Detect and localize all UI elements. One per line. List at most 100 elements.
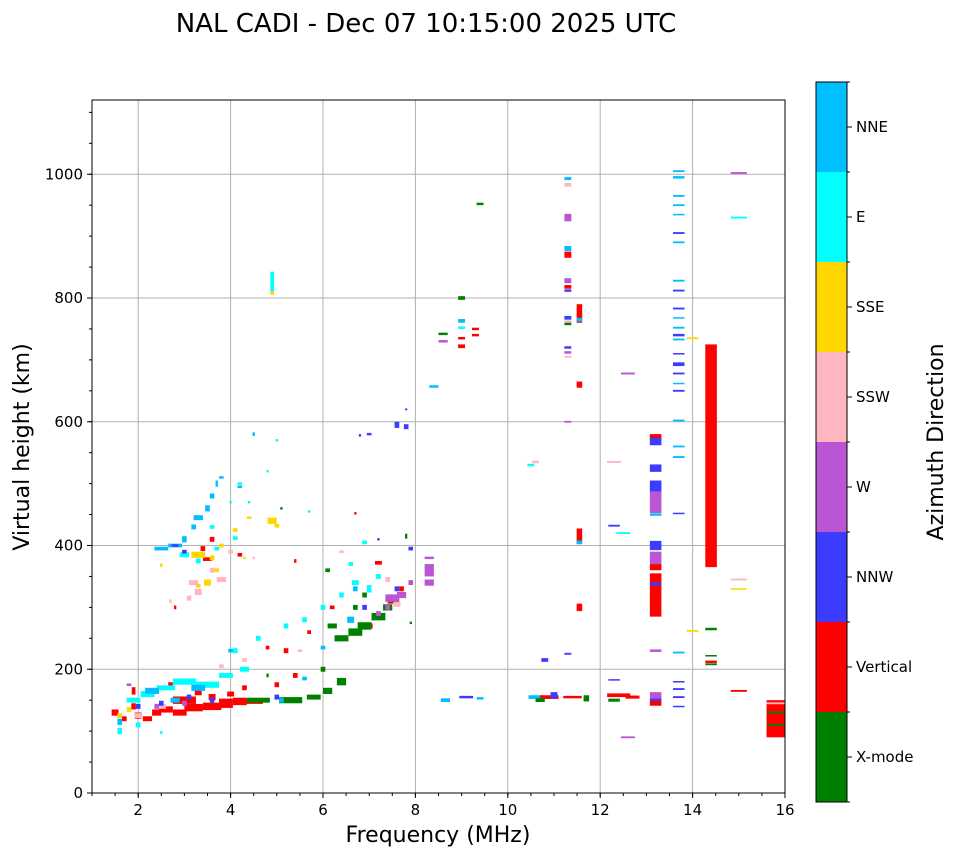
data-mark-nne: [672, 338, 685, 341]
data-mark-e: [229, 500, 232, 504]
colorbar-label: Azimuth Direction: [924, 343, 949, 540]
data-mark-nne: [672, 317, 685, 319]
data-mark-ssw: [219, 664, 224, 669]
data-mark-vertical: [307, 630, 311, 634]
x-tick-label: 16: [775, 801, 794, 819]
data-mark-vertical: [227, 691, 235, 697]
data-mark-nne: [440, 698, 451, 703]
data-mark-nne: [219, 476, 224, 479]
x-tick-label: 8: [411, 801, 421, 819]
data-mark-nne: [672, 241, 685, 244]
data-mark-nnw: [182, 549, 187, 554]
data-mark-x-mode: [327, 623, 337, 629]
y-tick-label: 600: [54, 413, 83, 431]
data-mark-e: [135, 722, 141, 728]
data-mark-e: [195, 558, 201, 564]
data-mark-x-mode: [608, 698, 620, 702]
colorbar-segment-sse: [816, 262, 847, 352]
data-mark-e: [339, 592, 344, 598]
data-mark-nnw: [649, 480, 662, 493]
data-mark-w: [649, 491, 662, 514]
data-mark-nnw: [672, 289, 685, 292]
data-mark-vertical: [354, 512, 357, 515]
data-mark-e: [126, 697, 141, 703]
data-mark-vertical: [649, 700, 662, 706]
data-mark-ssw: [393, 601, 401, 607]
data-mark-vertical: [208, 694, 216, 701]
colorbar: X-mode Vertical NNW W SSW SSE E NNE: [815, 81, 913, 803]
data-mark-nnw: [541, 658, 549, 662]
data-mark-vertical: [576, 528, 583, 544]
data-mark-nne: [353, 586, 358, 592]
data-mark-nne: [672, 326, 685, 329]
data-mark-ssw: [169, 599, 172, 604]
data-mark-nnw: [672, 353, 685, 355]
data-mark-e: [302, 617, 307, 623]
data-mark-sse: [730, 588, 747, 590]
data-mark-vertical: [705, 660, 717, 664]
colorbar-tick-label: SSE: [856, 298, 885, 316]
data-mark-x-mode: [705, 655, 717, 657]
data-mark-w: [182, 700, 187, 706]
data-mark-nne: [209, 493, 215, 499]
data-mark-vertical: [158, 706, 173, 713]
data-mark-w: [564, 213, 572, 222]
x-tick-label: 12: [591, 801, 610, 819]
colorbar-tick-label: E: [856, 208, 865, 226]
data-mark-sse: [204, 579, 211, 586]
colorbar-tick-label: W: [856, 478, 871, 496]
data-mark-ssw: [766, 702, 785, 705]
data-mark-nne: [672, 279, 685, 282]
data-mark-x-mode: [348, 628, 363, 636]
data-mark-x-mode: [266, 673, 269, 678]
data-mark-w: [649, 551, 662, 565]
data-mark-x-mode: [476, 202, 484, 206]
data-mark-e: [209, 525, 215, 529]
data-mark-sse: [246, 516, 252, 519]
data-mark-e: [239, 666, 250, 672]
data-mark-e: [214, 546, 220, 551]
data-mark-nne: [672, 445, 685, 448]
data-mark-nne: [576, 317, 583, 322]
data-mark-w: [564, 420, 572, 423]
data-mark-vertical: [274, 682, 280, 688]
y-axis-ticks: 0 200 400 600 800 1000: [45, 111, 92, 802]
data-mark-vertical: [219, 698, 233, 708]
data-mark-vertical: [458, 344, 466, 349]
data-mark-x-mode: [280, 507, 283, 510]
data-mark-sse: [209, 555, 215, 561]
data-mark-nnw: [672, 232, 685, 234]
data-mark-nnw: [672, 372, 685, 375]
data-mark-nne: [672, 651, 685, 654]
data-mark-vertical: [625, 695, 640, 699]
data-mark-vertical: [730, 689, 747, 692]
data-mark-e: [283, 623, 289, 629]
data-mark-vertical: [564, 285, 572, 289]
data-mark-vertical: [265, 645, 270, 650]
data-mark-x-mode: [371, 612, 386, 621]
data-mark-vertical: [142, 716, 153, 722]
y-tick-label: 200: [54, 660, 83, 678]
data-mark-x-mode: [336, 677, 347, 686]
y-tick-label: 400: [54, 537, 83, 555]
data-mark-w: [126, 683, 132, 686]
data-mark-nnw: [377, 538, 380, 541]
colorbar-segment-x-mode: [816, 712, 847, 802]
data-mark-nnw: [366, 432, 372, 436]
data-mark-sse: [195, 583, 201, 588]
data-mark-vertical: [237, 552, 243, 557]
data-mark-vertical: [471, 327, 479, 331]
data-mark-x-mode: [323, 687, 333, 694]
colorbar-segment-e: [816, 172, 847, 262]
data-mark-vertical: [540, 695, 559, 699]
colorbar-tick-label: SSW: [856, 388, 890, 406]
data-mark-nnw: [274, 694, 280, 700]
data-mark-sse: [232, 528, 238, 532]
data-mark-nne: [347, 616, 355, 623]
data-mark-nnw: [564, 315, 572, 320]
chart-title: NAL CADI - Dec 07 10:15:00 2025 UTC: [176, 9, 676, 39]
data-mark-nnw: [649, 582, 662, 586]
data-mark-w: [385, 604, 390, 610]
data-mark-nne: [228, 648, 233, 653]
data-mark-vertical: [374, 560, 382, 565]
